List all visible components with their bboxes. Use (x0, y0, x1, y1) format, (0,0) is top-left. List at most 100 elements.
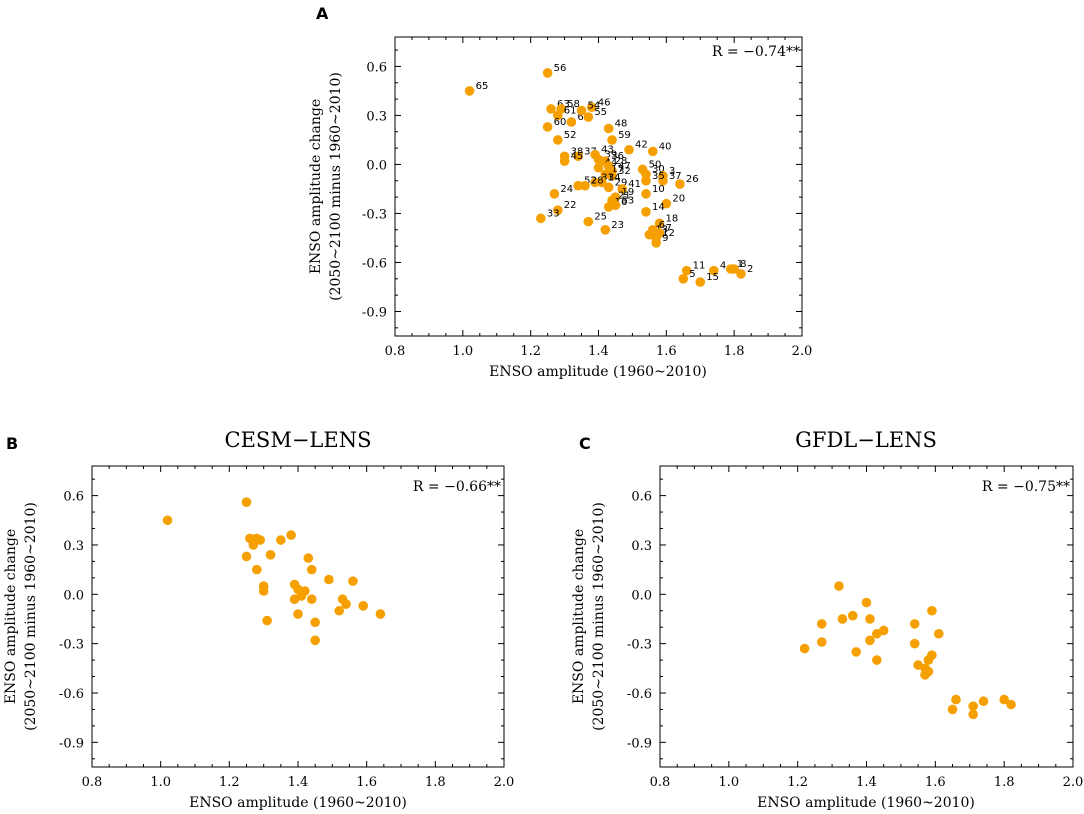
data-point (617, 184, 628, 194)
data-point (1006, 699, 1016, 710)
data-point (580, 180, 590, 191)
data-point (600, 224, 611, 235)
data-point (573, 180, 583, 191)
data-point (536, 213, 546, 224)
data-point (375, 609, 386, 619)
data-point-label: 59 (618, 130, 631, 141)
data-point (816, 637, 827, 647)
y-tick-label: 0.3 (631, 539, 652, 554)
data-point-label: 35 (652, 171, 665, 182)
data-point (583, 216, 594, 227)
x-tick-label: 1.6 (656, 344, 677, 359)
data-point-label: 42 (635, 140, 648, 151)
data-point (341, 599, 351, 609)
panel-label: A (316, 4, 329, 23)
data-point-label: 22 (564, 200, 577, 211)
panel-label: B (6, 434, 18, 453)
data-point (549, 189, 560, 199)
y-axis-label: ENSO amplitude change (571, 529, 587, 704)
x-tick-label: 0.8 (650, 775, 671, 790)
data-point (542, 122, 553, 132)
data-point (593, 162, 604, 173)
data-point-label: 21 (618, 190, 631, 201)
scatter-panel-b: 0.8 1.0 1.2 1.4 1.6 1.8 2.0 0.6 0.3 0.0 -0.3 -0.6 -0… (3, 428, 514, 811)
data-point (654, 218, 665, 229)
y-tick-label: -0.6 (59, 687, 84, 702)
data-point-label: 55 (594, 107, 607, 118)
data-point (553, 135, 563, 145)
data-point (641, 175, 651, 186)
data-point (310, 635, 320, 646)
data-point (597, 177, 607, 188)
data-point-label: 53 (621, 195, 634, 206)
data-point-label: 15 (706, 272, 719, 283)
data-point-label: 47 (618, 161, 631, 172)
data-point (920, 670, 930, 680)
data-point (909, 638, 920, 649)
y-axis-label-sub: (2050~2100 minus 1960~2010) (23, 502, 39, 731)
data-point (678, 274, 689, 284)
data-point-label: 43 (601, 145, 614, 156)
y-tick-label: 0.0 (631, 588, 652, 603)
data-point (978, 696, 989, 707)
data-point-label: 24 (560, 184, 573, 195)
y-tick-label: 0.6 (631, 490, 652, 505)
data-point-label: 5 (689, 269, 695, 280)
data-point-label: 8 (740, 259, 746, 270)
data-point (641, 189, 651, 199)
data-point-label: 60 (554, 117, 567, 128)
y-tick-label: -0.9 (362, 305, 387, 320)
data-point-label: 36 (611, 151, 624, 162)
data-point (265, 550, 276, 560)
data-point (293, 609, 303, 619)
data-point-label: 28 (591, 176, 604, 187)
x-tick-label: 1.0 (452, 344, 473, 359)
x-tick-label: 1.6 (925, 775, 946, 790)
data-point-label: 33 (547, 208, 560, 219)
y-tick-label: 0.6 (366, 60, 387, 75)
data-point-label: 2 (747, 264, 753, 275)
data-point (624, 144, 634, 155)
y-tick-label: -0.3 (362, 207, 387, 222)
data-point (661, 198, 672, 209)
data-point-label: 31 (601, 172, 614, 183)
x-axis-label: ENSO amplitude (1960~2010) (489, 364, 707, 380)
data-point (358, 601, 369, 611)
data-point (951, 694, 961, 705)
data-point-label: 52 (564, 130, 577, 141)
data-point (303, 553, 314, 563)
y-tick-label: 0.3 (366, 109, 387, 124)
data-point (289, 594, 300, 605)
data-point (909, 619, 920, 629)
data-point (573, 151, 583, 162)
data-point (865, 614, 875, 624)
data-point (324, 574, 334, 585)
data-point (258, 586, 269, 596)
data-point-label: 16 (615, 197, 628, 208)
data-point-label: 10 (652, 184, 665, 195)
data-point (607, 135, 617, 145)
data-point-label: 52 (584, 176, 597, 187)
x-axis-label: ENSO amplitude (1960~2010) (757, 795, 975, 811)
y-tick-label: 0.6 (63, 490, 84, 505)
data-point (241, 497, 252, 507)
data-point (566, 117, 577, 127)
data-point (872, 628, 882, 639)
data-point (695, 277, 706, 287)
x-tick-label: 1.8 (724, 344, 745, 359)
data-point-label: 23 (611, 220, 624, 231)
data-point (799, 643, 810, 654)
x-tick-label: 0.8 (385, 344, 406, 359)
data-point-label: 50 (649, 159, 662, 170)
data-point-label: 20 (672, 194, 685, 205)
data-point (610, 200, 621, 211)
data-point-label: 1 (737, 259, 743, 270)
y-tick-label: -0.9 (627, 736, 652, 751)
x-tick-label: 1.6 (356, 775, 377, 790)
data-point (861, 597, 872, 608)
data-point (709, 265, 719, 276)
data-point (736, 269, 746, 279)
x-tick-label: 0.8 (82, 775, 103, 790)
y-tick-label: -0.3 (59, 638, 84, 653)
x-tick-label: 1.4 (856, 775, 877, 790)
